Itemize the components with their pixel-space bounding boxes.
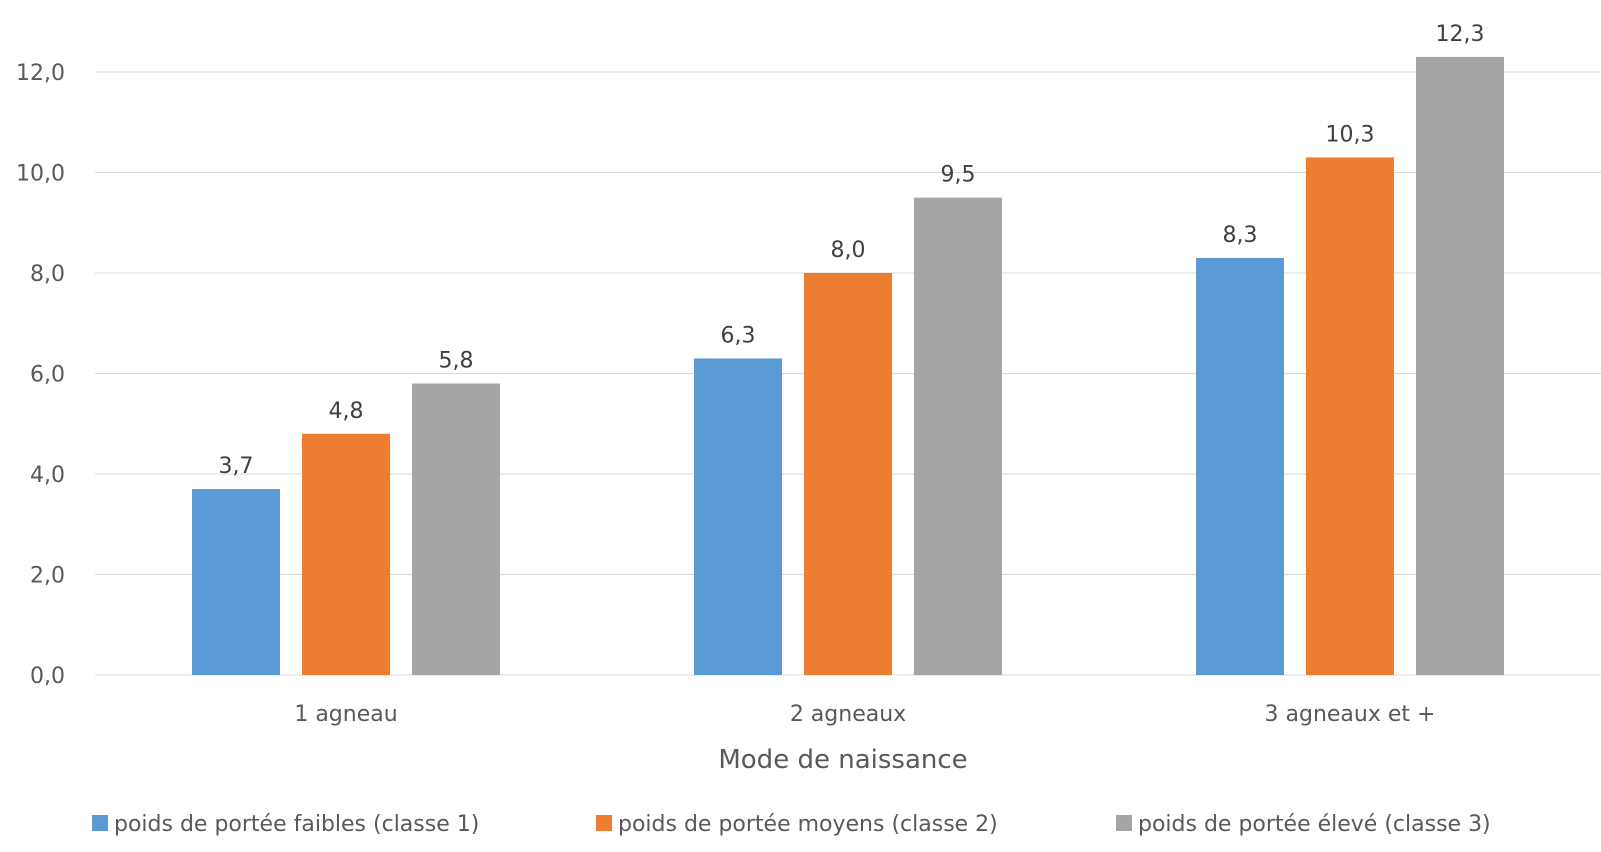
- bar: [1196, 257, 1284, 675]
- legend-swatch: [1116, 815, 1132, 831]
- y-tick-label: 0,0: [30, 664, 65, 689]
- y-tick-label: 2,0: [30, 564, 65, 589]
- bar: [412, 383, 500, 675]
- x-axis-title: Mode de naissance: [718, 745, 967, 775]
- y-tick-label: 8,0: [30, 262, 65, 287]
- data-label: 12,3: [1436, 22, 1485, 47]
- x-category-label: 3 agneaux et +: [1265, 702, 1436, 727]
- data-label: 6,3: [721, 323, 756, 348]
- x-category-label: 2 agneaux: [790, 702, 906, 727]
- data-label: 5,8: [439, 349, 474, 374]
- legend-swatch: [596, 815, 612, 831]
- y-tick-label: 6,0: [30, 363, 65, 388]
- data-label: 4,8: [329, 399, 364, 424]
- bar: [192, 489, 280, 675]
- bar: [694, 358, 782, 675]
- data-label: 3,7: [219, 454, 254, 479]
- y-tick-label: 12,0: [16, 61, 65, 86]
- data-label: 8,0: [831, 238, 866, 263]
- y-tick-label: 4,0: [30, 463, 65, 488]
- data-label: 9,5: [941, 163, 976, 188]
- bar: [1306, 157, 1394, 676]
- bar: [302, 433, 390, 675]
- bar: [804, 273, 892, 675]
- x-category-label: 1 agneau: [294, 702, 397, 727]
- data-label: 10,3: [1326, 122, 1375, 147]
- y-axis: 0,0 2,0 4,0 6,0 8,0 10,0 12,0: [16, 61, 65, 689]
- legend-label: poids de portée élevé (classe 3): [1138, 812, 1491, 837]
- legend-label: poids de portée faibles (classe 1): [114, 812, 479, 837]
- data-label: 8,3: [1223, 223, 1258, 248]
- bar: [1416, 56, 1504, 676]
- legend-swatch: [92, 815, 108, 831]
- bar: [914, 197, 1002, 675]
- y-tick-label: 10,0: [16, 162, 65, 187]
- bars: [192, 56, 1504, 676]
- x-axis: 1 agneau 2 agneaux 3 agneaux et +: [294, 702, 1435, 727]
- legend-label: poids de portée moyens (classe 2): [618, 812, 998, 837]
- legend: poids de portée faibles (classe 1) poids …: [92, 812, 1491, 837]
- data-labels: 3,7 4,8 5,8 6,3 8,0 9,5 8,3 10,3 12,3: [219, 22, 1485, 479]
